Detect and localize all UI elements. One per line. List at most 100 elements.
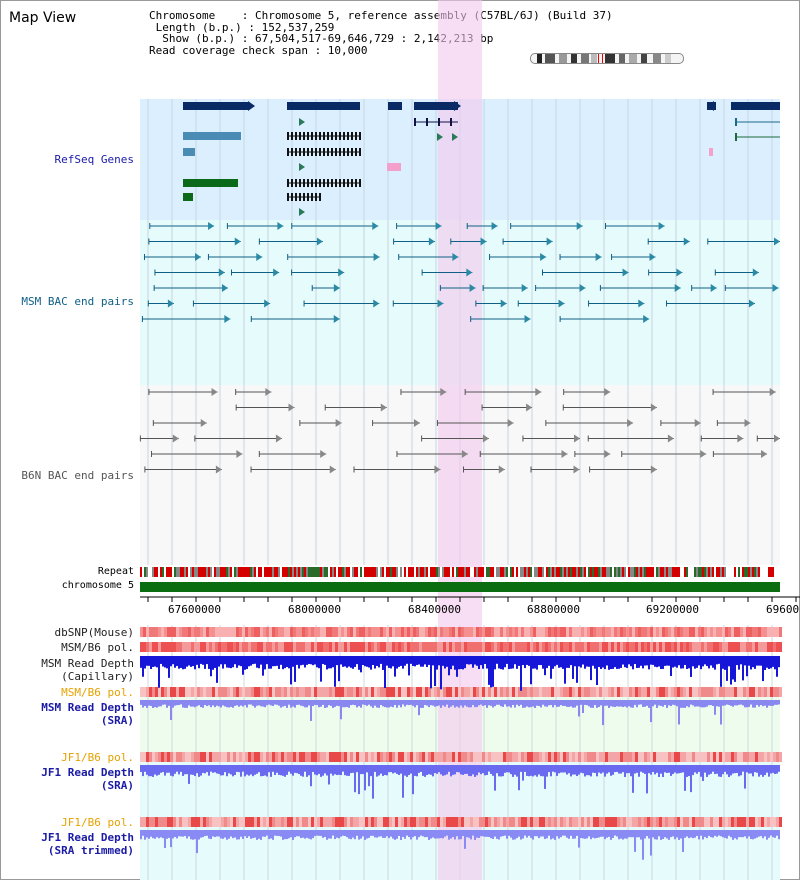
heat-cell	[548, 752, 551, 762]
heat-cell	[461, 752, 464, 762]
depth-bar	[332, 765, 334, 776]
depth-bar	[624, 656, 626, 668]
repeat-mark	[552, 567, 554, 577]
heat-cell	[149, 642, 152, 652]
depth-bar	[728, 656, 730, 667]
depth-bar	[364, 830, 366, 840]
depth-bar	[738, 830, 740, 838]
gene-exon	[307, 193, 309, 201]
msm-read-depth-capillary-label[interactable]: MSM Read Depth (Capillary)	[10, 657, 134, 683]
heat-cell	[263, 817, 266, 827]
heat-cell	[233, 627, 236, 637]
repeat-mark	[698, 567, 700, 577]
heat-cell	[710, 817, 713, 827]
depth-bar	[386, 700, 388, 708]
jf1-b6-pol-trimmed-label[interactable]: JF1/B6 pol.	[61, 816, 134, 829]
jf1-read-depth-sra-label[interactable]: JF1 Read Depth (SRA)	[10, 766, 134, 792]
depth-bar	[300, 656, 302, 666]
heat-cell	[329, 817, 332, 827]
depth-bar	[722, 656, 724, 669]
heat-cell	[551, 752, 554, 762]
repeat-mark	[214, 567, 216, 577]
heat-cell	[437, 817, 440, 827]
msm-b6-pol-sra-label[interactable]: MSM/B6 pol.	[61, 686, 134, 699]
dbsnp-label[interactable]: dbSNP(Mouse)	[54, 626, 134, 639]
gene-exon	[319, 179, 321, 187]
heat-cell	[545, 687, 548, 697]
heat-cell	[365, 642, 368, 652]
depth-bar	[426, 656, 428, 668]
depth-bar	[378, 765, 380, 776]
jf1-b6-pol-label[interactable]: JF1/B6 pol.	[61, 751, 134, 764]
repeat-mark	[746, 567, 748, 577]
repeat-mark	[294, 567, 296, 577]
heat-cell	[743, 627, 746, 637]
msm-bac-end-pairs-label[interactable]: MSM BAC end pairs	[21, 295, 134, 308]
msm-read-depth-sra-label[interactable]: MSM Read Depth (SRA)	[10, 701, 134, 727]
depth-bar	[736, 830, 738, 840]
repeat-mark	[386, 567, 388, 577]
depth-bar	[434, 765, 436, 774]
msm-b6-pol-label[interactable]: MSM/B6 pol.	[61, 641, 134, 654]
depth-bar	[470, 700, 472, 708]
depth-bar	[768, 830, 770, 838]
heat-cell	[443, 687, 446, 697]
chromosome-ideogram[interactable]	[530, 53, 684, 64]
depth-bar	[738, 656, 740, 670]
repeat-mark	[634, 567, 636, 577]
gene-exon	[311, 193, 313, 201]
heat-cell	[698, 817, 701, 827]
bac-pair-arrow	[546, 237, 553, 246]
heat-cell	[536, 752, 539, 762]
depth-bar	[414, 700, 416, 708]
heat-cell	[173, 817, 176, 827]
heat-cell	[494, 817, 497, 827]
depth-bar	[492, 700, 494, 708]
b6n-bac-end-pairs-label[interactable]: B6N BAC end pairs	[21, 469, 134, 482]
heat-cell	[497, 642, 500, 652]
depth-bar	[142, 765, 144, 777]
depth-bar	[740, 765, 742, 776]
heat-cell	[155, 627, 158, 637]
depth-bar	[416, 656, 418, 665]
depth-bar	[172, 656, 174, 665]
heat-cell	[584, 752, 587, 762]
depth-bar	[206, 765, 208, 773]
depth-bar	[194, 765, 196, 777]
repeat-mark	[608, 567, 610, 577]
depth-bar	[476, 656, 478, 666]
repeat-mark	[762, 567, 764, 577]
depth-bar	[146, 700, 148, 708]
heat-cell	[272, 627, 275, 637]
depth-bar	[168, 700, 170, 706]
gene-exon	[327, 148, 329, 156]
repeat-mark	[738, 567, 740, 577]
heat-cell	[380, 642, 383, 652]
heat-cell	[575, 752, 578, 762]
depth-bar	[246, 830, 248, 838]
heat-cell	[620, 752, 623, 762]
depth-bar	[432, 765, 434, 777]
depth-bar	[178, 700, 180, 705]
heat-cell	[167, 752, 170, 762]
gene-exon	[287, 193, 289, 201]
gene-exon	[438, 118, 440, 126]
depth-bar	[482, 830, 484, 837]
heat-cell	[593, 642, 596, 652]
heat-cell	[695, 642, 698, 652]
depth-bar	[704, 656, 706, 665]
jf1-read-depth-sra-trimmed-label[interactable]: JF1 Read Depth (SRA trimmed)	[10, 831, 134, 857]
depth-bar	[428, 765, 430, 775]
gene-exon	[291, 148, 293, 156]
repeat-mark	[576, 567, 578, 577]
depth-bar	[192, 765, 194, 775]
depth-bar	[356, 830, 358, 836]
depth-bar	[600, 765, 602, 774]
refseq-genes-label[interactable]: RefSeq Genes	[54, 153, 134, 166]
repeat-mark	[314, 567, 316, 577]
bac-pair-arrow	[643, 315, 650, 323]
depth-bar	[464, 830, 466, 849]
heat-cell	[269, 642, 272, 652]
heat-cell	[374, 627, 377, 637]
depth-bar	[514, 830, 516, 840]
